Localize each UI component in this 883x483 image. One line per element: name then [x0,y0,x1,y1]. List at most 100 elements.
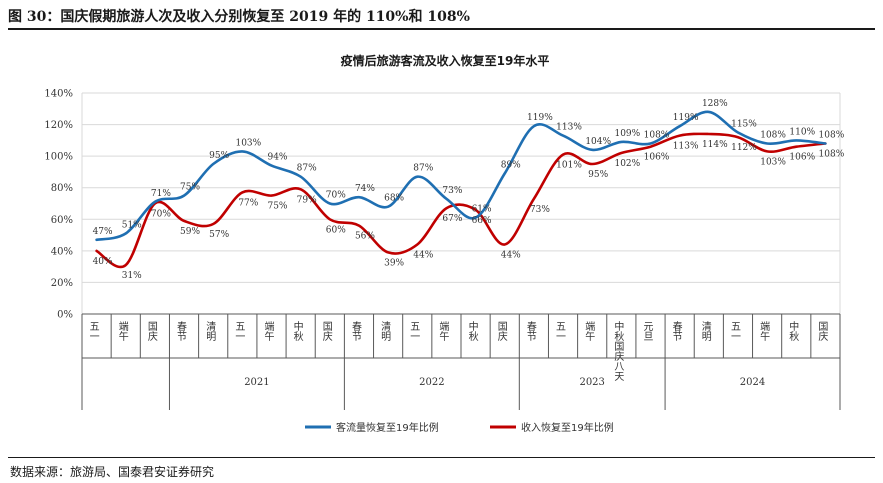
x-category-label: 五一 [728,321,740,341]
y-tick-label: 80% [51,183,73,194]
source-rule [8,457,875,458]
x-category-label: 五一 [408,321,420,341]
data-label: 68% [384,194,404,204]
data-label: 66% [472,216,492,226]
x-category-label: 清明 [379,320,391,342]
data-label: 112% [731,143,757,153]
data-label: 108% [819,131,845,141]
data-label: 108% [819,150,845,160]
x-category-label: 五一 [554,321,566,341]
series-line-revenue [95,132,827,269]
x-category-label: 国庆 [320,321,332,342]
data-label: 74% [355,184,375,194]
x-category-label: 端午 [116,320,128,342]
x-category-label: 清明 [204,320,216,342]
x-category-label: 国庆 [145,321,157,342]
x-category-label: 端午 [437,320,449,342]
y-tick-label: 40% [51,246,73,257]
year-label: 2022 [419,377,444,388]
line-chart: 疫情后旅游客流及收入恢复至19年水平 0% 20% 40% 60% 80% 100% 120… [44,53,845,434]
data-label: 114% [702,140,728,150]
x-category-label: 春节 [349,321,361,342]
data-label: 106% [644,153,670,163]
data-label: 101% [556,161,582,171]
legend-label-visitors: 客流量恢复至19年比例 [336,421,439,434]
data-label: 79% [297,195,317,205]
y-tick-label: 100% [44,152,73,163]
x-category-label: 五一 [87,321,99,341]
data-label: 71% [151,189,171,199]
data-label: 44% [413,251,433,261]
data-label: 103% [235,138,261,148]
y-tick-label: 0% [57,310,73,321]
data-label: 89% [501,161,521,171]
data-label: 108% [760,131,786,141]
x-category-label: 春节 [524,321,536,342]
data-label: 57% [209,230,229,240]
data-label: 44% [501,251,521,261]
x-category-label: 国庆 [495,321,507,342]
data-label: 119% [673,113,699,123]
x-category-label: 春节 [670,321,682,342]
x-category-label: 端午 [758,320,770,342]
figure-title: 图 30：国庆假期旅游人次及收入分别恢复至 2019 年的 110%和 108% [8,9,470,25]
data-label: 59% [180,227,200,237]
data-label: 95% [209,151,229,161]
data-label: 75% [180,183,200,193]
data-label: 61% [472,205,492,215]
data-label: 56% [355,232,375,242]
x-category-label: 端午 [262,320,274,342]
data-label: 77% [238,198,258,208]
year-label: 2021 [244,377,269,388]
data-label: 119% [527,113,553,123]
x-category-label: 端午 [583,320,595,342]
data-source-note: 数据来源：旅游局、国泰君安证券研究 [10,465,215,479]
data-label: 73% [530,205,550,215]
x-category-label: 中秋 [787,320,799,342]
data-label: 60% [326,225,346,235]
data-label: 115% [731,119,757,129]
y-tick-label: 60% [51,215,73,226]
data-label: 31% [122,271,142,281]
data-label: 108% [644,131,670,141]
x-category-label: 五一 [233,321,245,341]
data-label: 95% [588,170,608,180]
chart-title: 疫情后旅游客流及收入恢复至19年水平 [341,53,550,68]
y-tick-label: 120% [44,120,73,131]
data-label: 113% [556,123,582,133]
x-category-label: 国庆 [816,321,828,342]
year-label: 2023 [579,377,604,388]
data-label: 70% [326,191,346,201]
y-tick-label: 20% [51,278,73,289]
x-category-label: 中秋 [291,320,303,342]
y-tick-label: 140% [44,89,73,100]
title-rule [8,28,875,30]
data-label: 67% [442,214,462,224]
data-label: 102% [614,159,640,169]
data-label: 104% [585,137,611,147]
year-label: 2024 [740,377,765,388]
legend-label-revenue: 收入恢复至19年比例 [521,421,614,434]
data-label: 128% [702,99,728,109]
data-label: 73% [442,186,462,196]
data-label: 40% [93,257,113,267]
x-category-label: 春节 [175,321,187,342]
data-label: 113% [673,142,699,152]
data-label: 47% [93,227,113,237]
data-label: 75% [267,202,287,212]
data-label: 103% [760,157,786,167]
x-category-label: 清明 [699,320,711,342]
data-label: 94% [267,153,287,163]
data-label: 70% [151,210,171,220]
data-label: 51% [122,220,142,230]
data-label: 106% [789,153,815,163]
data-label: 109% [614,129,640,139]
series-line-visitors [95,110,827,242]
data-label: 87% [297,164,317,174]
x-category-label: 中秋 [466,320,478,342]
x-category-label: 元旦 [641,321,653,341]
x-category-label: 中秋国庆八天 [612,320,624,382]
data-label: 87% [413,164,433,174]
data-label: 39% [384,258,404,268]
data-label: 110% [789,127,815,137]
